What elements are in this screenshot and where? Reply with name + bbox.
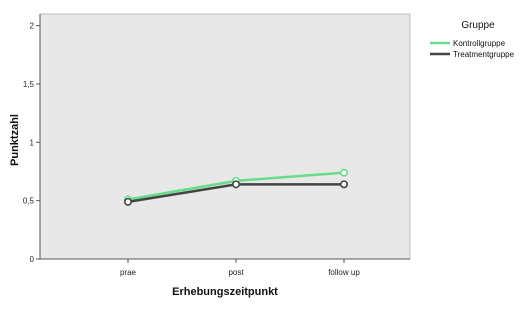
x-tick-label: follow up	[328, 268, 360, 277]
x-axis-title: Erhebungszeitpunkt	[172, 286, 278, 298]
data-point-treatmentgruppe	[232, 180, 241, 189]
plot-area	[39, 13, 411, 260]
y-tick-label: 0	[30, 255, 35, 264]
legend-label-kontrollgruppe: Kontrollgruppe	[453, 39, 506, 48]
y-tick-label: 1,5	[23, 80, 35, 89]
data-point-treatmentgruppe	[124, 197, 133, 206]
legend-title: Gruppe	[461, 20, 495, 31]
x-tick-label: prae	[120, 268, 137, 277]
y-tick-label: 2	[30, 22, 35, 31]
y-tick-label: 0,5	[23, 197, 35, 206]
legend: Gruppe Kontrollgruppe Treatmentgruppe	[430, 20, 515, 59]
y-ticks: 0 0,5 1 1,5 2	[23, 22, 40, 264]
data-point-treatmentgruppe	[339, 180, 348, 189]
legend-item-treatmentgruppe: Treatmentgruppe	[430, 50, 515, 59]
y-axis-title: Punktzahl	[9, 114, 21, 166]
x-tick-label: post	[228, 268, 244, 277]
y-tick-label: 1	[30, 138, 35, 147]
legend-item-kontrollgruppe: Kontrollgruppe	[430, 39, 506, 48]
x-ticks: prae post follow up	[120, 259, 360, 277]
series-layer	[124, 168, 348, 206]
legend-label-treatmentgruppe: Treatmentgruppe	[453, 50, 515, 59]
data-point-kontrollgruppe	[339, 168, 348, 177]
